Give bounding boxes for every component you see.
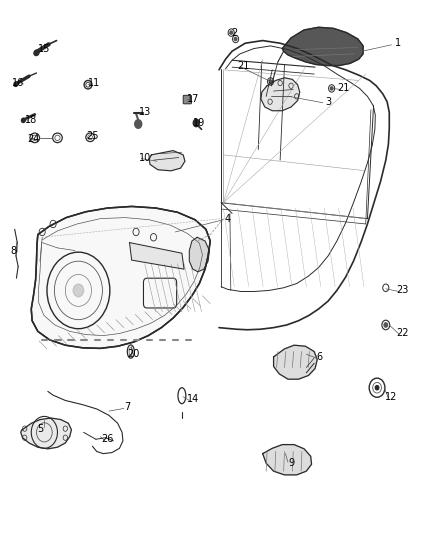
Polygon shape bbox=[261, 78, 300, 111]
Circle shape bbox=[375, 385, 379, 390]
Polygon shape bbox=[274, 345, 317, 379]
Text: 5: 5 bbox=[37, 424, 43, 434]
Circle shape bbox=[135, 120, 142, 128]
Text: 6: 6 bbox=[316, 352, 322, 362]
Text: 18: 18 bbox=[25, 115, 37, 125]
Circle shape bbox=[330, 87, 333, 90]
Circle shape bbox=[73, 284, 84, 297]
Text: 2: 2 bbox=[231, 28, 237, 38]
Ellipse shape bbox=[21, 118, 25, 123]
Polygon shape bbox=[21, 418, 71, 449]
Text: 9: 9 bbox=[288, 458, 294, 468]
Text: 25: 25 bbox=[86, 131, 99, 141]
Circle shape bbox=[230, 31, 233, 34]
Circle shape bbox=[384, 323, 388, 327]
Text: 13: 13 bbox=[139, 107, 151, 117]
Circle shape bbox=[269, 80, 272, 83]
Text: 12: 12 bbox=[385, 392, 398, 402]
Text: 11: 11 bbox=[88, 78, 101, 88]
Text: 19: 19 bbox=[193, 118, 205, 128]
Polygon shape bbox=[263, 445, 311, 475]
Ellipse shape bbox=[14, 82, 18, 86]
Text: 21: 21 bbox=[237, 61, 249, 70]
Text: 26: 26 bbox=[102, 434, 114, 445]
Polygon shape bbox=[149, 151, 185, 171]
Text: 16: 16 bbox=[12, 78, 24, 88]
Text: 1: 1 bbox=[395, 38, 401, 48]
FancyBboxPatch shape bbox=[183, 95, 191, 104]
Text: 15: 15 bbox=[38, 44, 50, 53]
Polygon shape bbox=[31, 206, 210, 349]
Circle shape bbox=[234, 37, 237, 41]
Text: 3: 3 bbox=[325, 96, 331, 107]
Circle shape bbox=[193, 119, 199, 127]
Text: 10: 10 bbox=[139, 152, 151, 163]
Text: 7: 7 bbox=[124, 402, 131, 413]
Polygon shape bbox=[130, 243, 184, 269]
Text: 8: 8 bbox=[11, 246, 17, 255]
Text: 24: 24 bbox=[27, 134, 39, 144]
Text: 4: 4 bbox=[225, 214, 231, 224]
Text: 22: 22 bbox=[396, 328, 409, 338]
Text: 17: 17 bbox=[187, 94, 199, 104]
Text: 23: 23 bbox=[396, 286, 409, 295]
Polygon shape bbox=[189, 237, 209, 272]
Text: 20: 20 bbox=[127, 349, 140, 359]
Ellipse shape bbox=[34, 50, 39, 55]
Polygon shape bbox=[283, 27, 363, 66]
Text: 21: 21 bbox=[337, 83, 350, 93]
Text: 14: 14 bbox=[187, 394, 199, 405]
